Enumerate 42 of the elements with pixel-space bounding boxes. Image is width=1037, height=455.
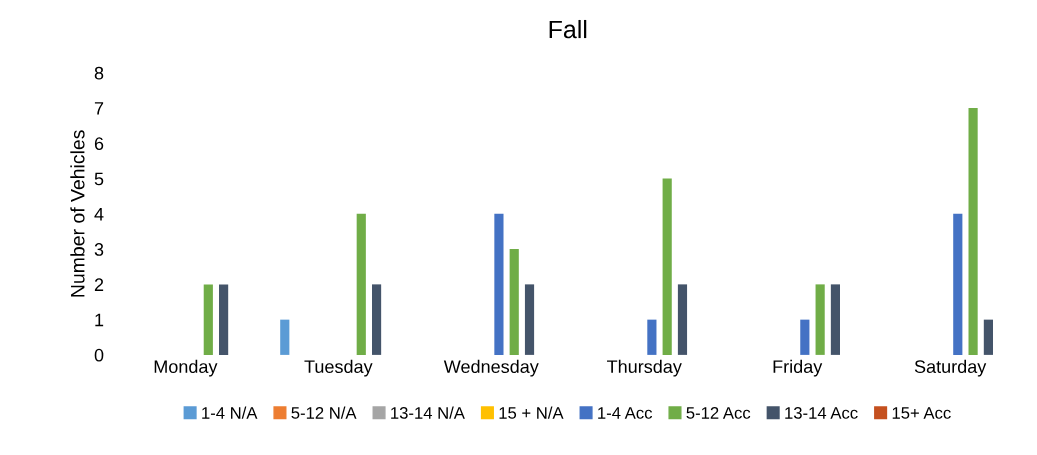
bar <box>280 319 290 355</box>
legend-label: 13-14 N/A <box>391 406 465 419</box>
y-tick-label: 0 <box>94 348 104 362</box>
chart-title: Fall <box>549 19 587 39</box>
legend-label: 5-12 Acc <box>686 407 751 419</box>
bar <box>371 284 382 355</box>
bar <box>356 213 366 355</box>
bar <box>219 284 229 355</box>
y-tick-label: 3 <box>94 243 104 256</box>
bar <box>953 213 963 355</box>
x-tick-label: Friday <box>773 359 823 377</box>
legend-label: 5-12 N/A <box>291 406 357 419</box>
bar <box>677 284 688 355</box>
x-tick-label: Thursday <box>607 359 682 377</box>
bar <box>968 108 978 355</box>
y-tick-label: 4 <box>94 207 104 221</box>
x-tick-label: Wednesday <box>443 359 539 377</box>
y-tick-label: 5 <box>94 172 104 186</box>
x-tick-label: Monday <box>154 359 218 377</box>
x-tick-label: Tuesday <box>304 359 373 377</box>
bar <box>830 284 841 355</box>
bar <box>203 284 213 355</box>
y-tick-label: 8 <box>94 66 104 80</box>
y-tick-label: 7 <box>94 102 104 115</box>
bar <box>494 213 504 355</box>
y-tick-label: 6 <box>94 137 104 151</box>
y-tick-label: 2 <box>94 278 104 291</box>
legend-label: 1-4 Acc <box>598 407 653 419</box>
y-axis-title: Number of Vehicles <box>70 130 85 297</box>
bar <box>800 319 810 355</box>
legend-label: 1-4 N/A <box>202 406 258 419</box>
bar <box>815 284 825 355</box>
legend-label: 13-14 Acc <box>785 407 858 419</box>
bar <box>983 319 993 355</box>
legend-label: 15+ Acc <box>892 407 951 419</box>
y-tick-label: 1 <box>95 313 104 327</box>
bar <box>662 178 672 355</box>
legend-label: 15 + N/A <box>499 406 564 419</box>
bar <box>524 284 535 355</box>
bar <box>647 319 657 355</box>
bar <box>509 249 519 355</box>
x-tick-label: Saturday <box>914 359 987 377</box>
